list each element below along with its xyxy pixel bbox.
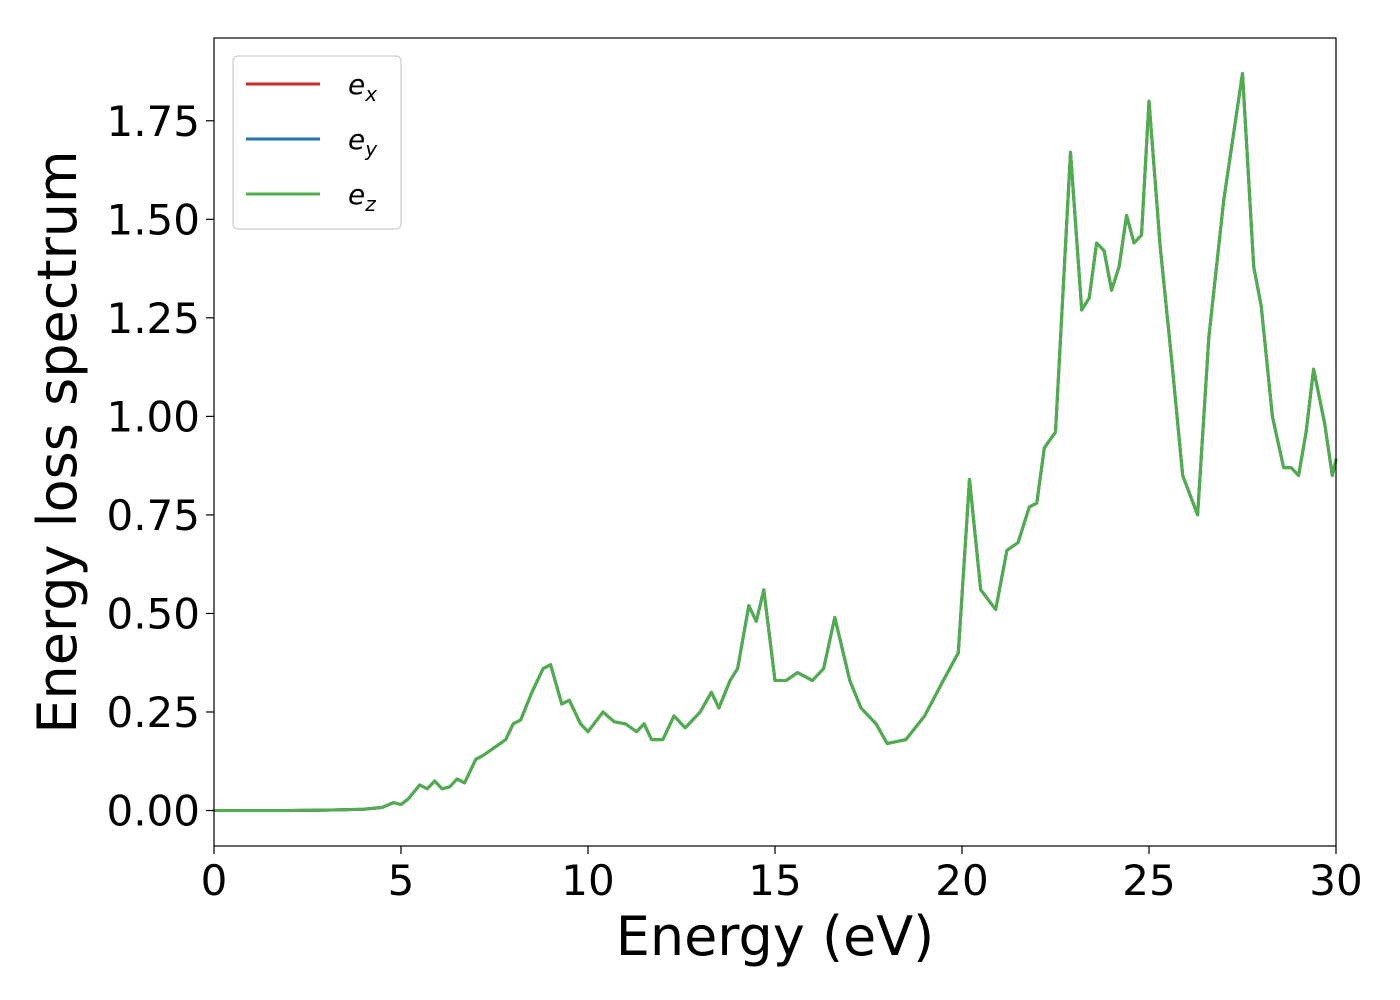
series-line-e_z [212, 72, 1338, 812]
series-layer [212, 72, 1338, 812]
x-tick-label: 0 [201, 856, 228, 905]
x-tick-label: 30 [1309, 856, 1362, 905]
y-tick-label: 1.75 [106, 97, 200, 146]
y-tick-label: 1.25 [106, 294, 200, 343]
y-tick-label: 0.75 [106, 491, 200, 540]
y-tick-label: 0.25 [106, 688, 200, 737]
legend-label-e_x: ex [348, 68, 377, 106]
x-axis-label: Energy (eV) [616, 905, 935, 968]
legend-label-e_z: ez [348, 178, 376, 216]
x-tick-label: 5 [388, 856, 415, 905]
y-axis-label: Energy loss spectrum [26, 150, 89, 733]
x-axis-ticks: 0 5 10 15 20 25 30 [201, 846, 1363, 905]
y-tick-label: 0.00 [106, 787, 200, 836]
legend-box [232, 55, 402, 230]
legend: ex ey ez [232, 55, 402, 230]
x-tick-label: 15 [748, 856, 801, 905]
x-tick-label: 25 [1122, 856, 1175, 905]
y-tick-label: 1.50 [106, 195, 200, 244]
y-tick-label: 0.50 [106, 589, 200, 638]
x-tick-label: 20 [935, 856, 988, 905]
y-tick-label: 1.00 [106, 392, 200, 441]
y-axis-ticks: 0.00 0.25 0.50 0.75 1.00 1.25 1.50 1.75 [106, 97, 214, 836]
x-tick-label: 10 [561, 856, 614, 905]
legend-label-e_y: ey [348, 123, 378, 161]
